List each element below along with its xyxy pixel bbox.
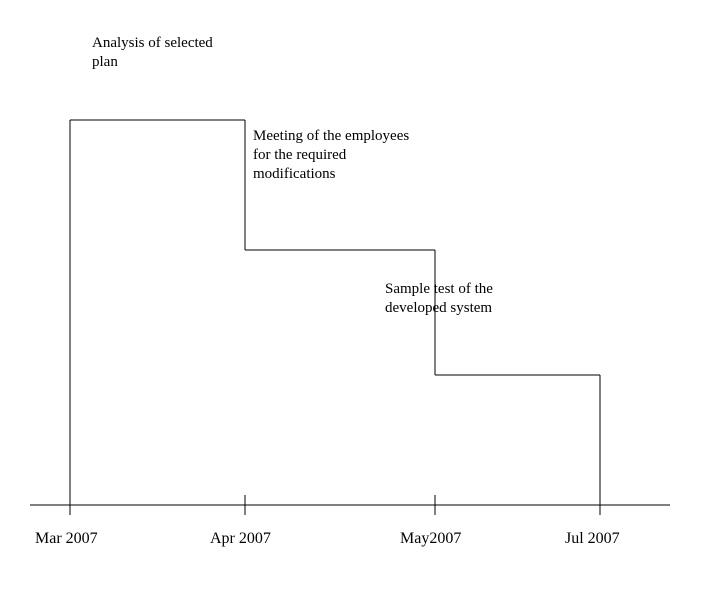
step-label: Sample test of the developed system: [385, 280, 545, 318]
axis-tick-label: Mar 2007: [35, 530, 98, 548]
step-label: Analysis of selected plan: [92, 34, 252, 72]
axis-tick-label: Jul 2007: [565, 530, 620, 548]
axis-tick-label: Apr 2007: [210, 530, 271, 548]
step-label: Meeting of the employees for the require…: [253, 127, 453, 183]
axis-tick-label: May2007: [400, 530, 461, 548]
timeline-diagram: [0, 0, 707, 592]
